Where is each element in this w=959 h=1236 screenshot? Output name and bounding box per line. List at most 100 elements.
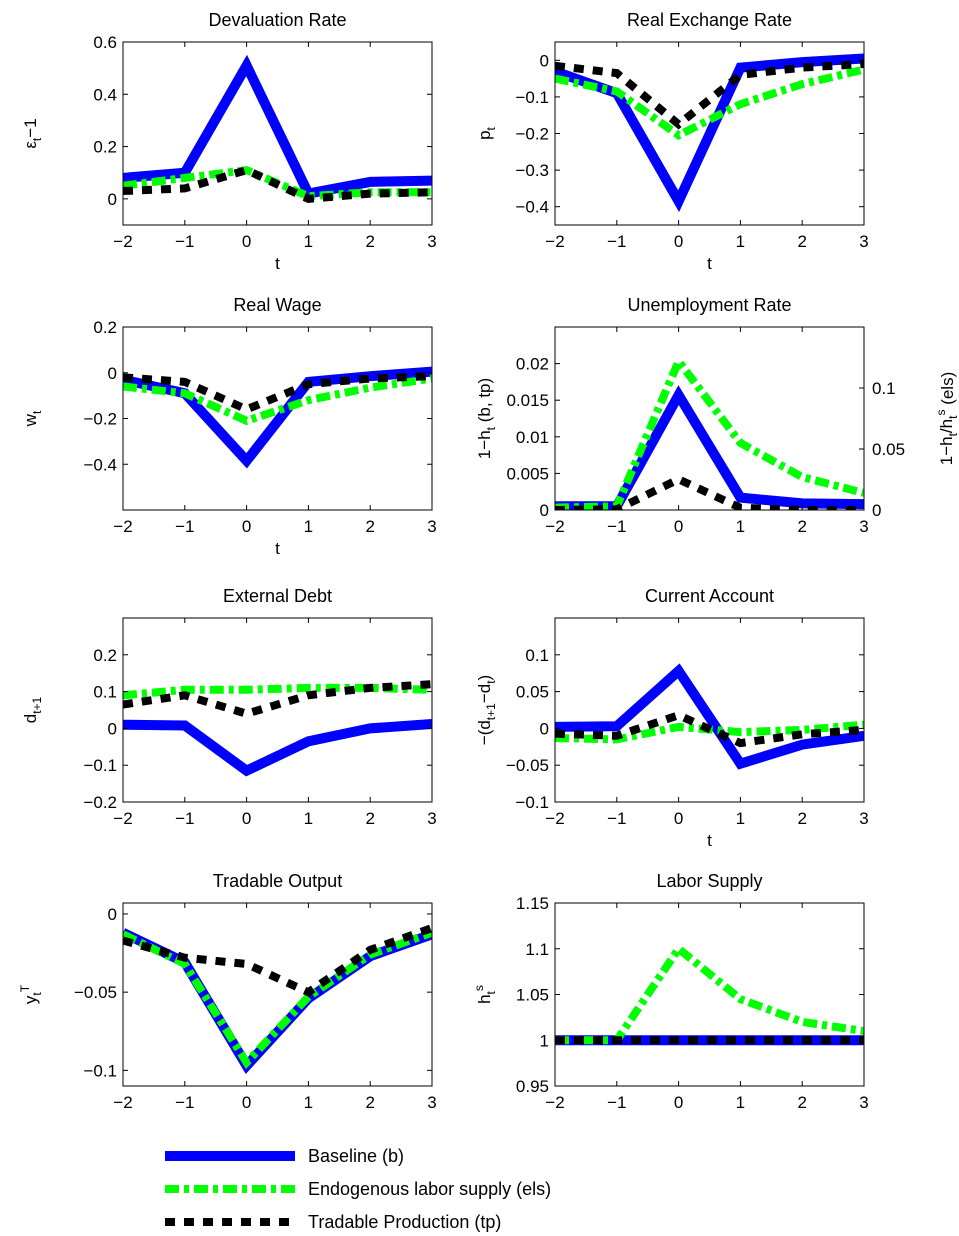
y-axis-label-text: 1−ht (b, tp)	[475, 378, 498, 459]
y-axis-label-text: pt	[475, 126, 498, 139]
series-line-tp	[555, 710, 864, 748]
legend: Baseline (b) Endogenous labor supply (els…	[165, 1146, 551, 1232]
x-tick-label: 0	[242, 517, 251, 536]
x-tick-label: 0	[674, 809, 683, 828]
y-tick-label: −0.1	[83, 1061, 117, 1080]
x-tick-label: −1	[175, 1093, 194, 1112]
chart-title: Unemployment Rate	[627, 295, 791, 315]
chart-title: Current Account	[645, 586, 774, 606]
series-group	[123, 366, 432, 469]
y-tick-label: 0.2	[93, 138, 117, 157]
x-tick-label: −2	[113, 232, 132, 251]
series-line-tp	[123, 165, 432, 203]
y-axis-label: hts	[472, 985, 498, 1004]
y-tick-label: 0	[540, 51, 549, 70]
x-tick-label: 2	[797, 809, 806, 828]
x-tick-label: 2	[797, 232, 806, 251]
chart-title: Real Wage	[233, 295, 321, 315]
series-line-tp	[555, 60, 864, 130]
x-tick-label: 0	[674, 517, 683, 536]
chart-panel-7: −2 −1 0 1 2 3 −0.1 −0.05 0 Tradable Output ytT	[18, 871, 437, 1112]
x-tick-label: 1	[736, 809, 745, 828]
axes-box	[122, 41, 433, 226]
x-tick-label: 1	[736, 517, 745, 536]
x-tick-label: 2	[365, 232, 374, 251]
series-line-els	[555, 65, 864, 140]
y-axis-label: pt	[475, 126, 498, 139]
chart-panel-5: −2 −1 0 1 2 3 −0.2 −0.1 0 0.1 0.2 External Debt dt+1	[21, 586, 437, 828]
y-tick-label: 0.2	[93, 646, 117, 665]
x-tick-label: 1	[736, 232, 745, 251]
series-line-els	[123, 928, 432, 1070]
y-tick-label: 0.4	[93, 85, 117, 104]
x-tick-label: −1	[175, 517, 194, 536]
series-line-baseline	[123, 54, 432, 200]
x-tick-label: 1	[304, 517, 313, 536]
y-tick-label: 1	[540, 1031, 549, 1050]
y-tick-label: 0	[540, 501, 549, 520]
y-tick-label: 0.05	[516, 683, 549, 702]
x-tick-label: 0	[242, 232, 251, 251]
y-tick-label: 0.95	[516, 1077, 549, 1096]
y-tick-label: 1.15	[516, 894, 549, 913]
axes-box	[554, 326, 865, 511]
axes-box	[554, 902, 865, 1087]
y-tick-label: 0.01	[516, 428, 549, 447]
y-axis-label-text: hts	[472, 985, 498, 1004]
chart-panel-8: −2 −1 0 1 2 3 0.95 1 1.05 1.1 1.15 Labor Supply hts	[472, 871, 869, 1112]
series-line-tp	[123, 924, 432, 997]
y-tick-label: 0	[108, 364, 117, 383]
axes-box	[122, 617, 433, 803]
y-axis-label: dt+1	[21, 696, 44, 723]
x-axis-label: t	[707, 254, 712, 273]
x-tick-label: −1	[175, 809, 194, 828]
series-line-baseline	[123, 719, 432, 777]
x-tick-label: −2	[545, 232, 564, 251]
x-tick-label: 0	[674, 232, 683, 251]
chart-title: External Debt	[223, 586, 332, 606]
y-tick-label-right: 0.1	[872, 379, 896, 398]
x-tick-label: 3	[427, 517, 436, 536]
x-tick-label: 0	[242, 809, 251, 828]
y-tick-label: 0	[108, 190, 117, 209]
chart-panel-4: −2 −1 0 1 2 300.0050.010.0150.0200.050.1Unemp…	[475, 295, 959, 536]
y-tick-label: 1.05	[516, 986, 549, 1005]
x-axis-label: t	[275, 539, 280, 558]
x-tick-label: −2	[545, 517, 564, 536]
x-tick-label: −2	[545, 809, 564, 828]
legend-label-els: Endogenous labor supply (els)	[308, 1179, 551, 1199]
y-axis-label-text: dt+1	[21, 696, 44, 723]
x-tick-label: 1	[304, 1093, 313, 1112]
x-tick-label: −1	[607, 517, 626, 536]
series-line-els	[555, 353, 864, 510]
series-group	[123, 924, 432, 1075]
y-axis-label: ytT	[18, 984, 44, 1004]
legend-label-baseline: Baseline (b)	[308, 1146, 404, 1166]
x-tick-label: 3	[427, 232, 436, 251]
x-tick-label: 2	[365, 517, 374, 536]
y-axis-label-text: ytT	[18, 984, 44, 1004]
y-tick-label: −0.4	[83, 455, 117, 474]
y-axis-label: 1−ht (b, tp)	[475, 378, 498, 459]
chart-title: Tradable Output	[213, 871, 342, 891]
x-tick-label: −1	[175, 232, 194, 251]
y-tick-label: 1.1	[525, 940, 549, 959]
series-group	[555, 353, 864, 510]
y-tick-label: 0.1	[93, 683, 117, 702]
y-tick-label-right: 0	[872, 501, 881, 520]
chart-panel-2: −2 −1 0 1 2 3 −0.4 −0.3 −0.2 −0.1 0 Real Exchange R…	[475, 10, 869, 273]
y-tick-label: −0.2	[515, 125, 549, 144]
chart-title: Real Exchange Rate	[627, 10, 792, 30]
series-group	[555, 942, 864, 1046]
chart-title: Labor Supply	[656, 871, 762, 891]
chart-panel-1: −2 −1 0 1 2 3 0 0.2 0.4 0.6 Devaluation Rate t εt−1	[21, 10, 437, 273]
y-tick-label: 0.02	[516, 355, 549, 374]
series-group	[123, 680, 432, 777]
x-tick-label: 3	[859, 232, 868, 251]
y-tick-label: 0	[540, 719, 549, 738]
series-line-baseline	[555, 53, 864, 213]
x-tick-label: −2	[545, 1093, 564, 1112]
y-axis-label: wt	[21, 410, 44, 427]
x-tick-label: 1	[736, 1093, 745, 1112]
